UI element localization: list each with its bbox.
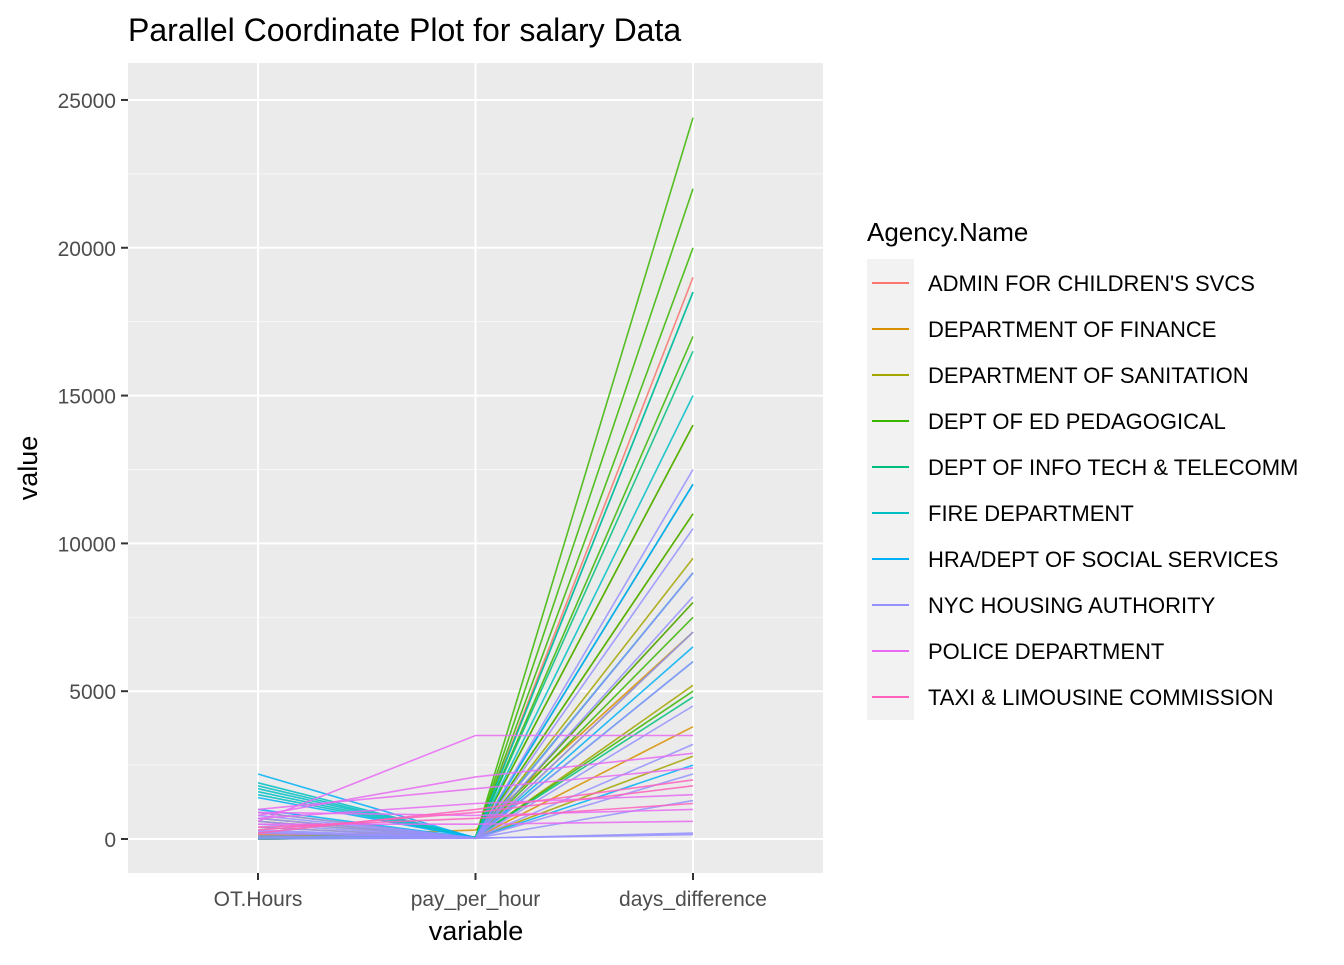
series-line: [257, 779, 694, 834]
legend-key-background: [867, 259, 914, 720]
x-tick-label: days_difference: [619, 888, 767, 911]
legend-label: POLICE DEPARTMENT: [928, 639, 1164, 664]
x-tick-label: pay_per_hour: [411, 888, 541, 911]
legend-label: ADMIN FOR CHILDREN'S SVCS: [928, 271, 1255, 296]
y-tick-label: 0: [104, 829, 116, 852]
legend-label: NYC HOUSING AUTHORITY: [928, 593, 1216, 618]
chart-title: Parallel Coordinate Plot for salary Data: [128, 12, 681, 48]
y-tick-label: 5000: [69, 681, 116, 704]
series-line: [257, 808, 694, 817]
legend-label: HRA/DEPT OF SOCIAL SERVICES: [928, 547, 1278, 572]
y-tick-label: 25000: [58, 90, 116, 113]
legend-label: DEPARTMENT OF SANITATION: [928, 363, 1249, 388]
x-axis-label: variable: [429, 916, 524, 946]
legend-title: Agency.Name: [867, 217, 1028, 247]
x-tick-label: OT.Hours: [214, 888, 303, 911]
y-tick-label: 15000: [58, 386, 116, 409]
series-line: [257, 734, 693, 823]
major-gridlines: [128, 63, 823, 873]
legend-label: TAXI & LIMOUSINE COMMISSION: [928, 685, 1274, 710]
y-tick-label: 20000: [58, 238, 116, 261]
series-lines: [257, 117, 694, 840]
series-line: [257, 802, 694, 828]
legend-label: DEPT OF ED PEDAGOGICAL: [928, 409, 1226, 434]
legend-items: ADMIN FOR CHILDREN'S SVCS DEPARTMENT OF F…: [872, 271, 1298, 710]
y-axis-label: value: [13, 436, 43, 501]
x-axis-ticks: OT.Hours pay_per_hour days_difference: [214, 873, 767, 911]
legend: Agency.Name ADMIN FOR CHILDREN'S SVCS DEP…: [867, 217, 1298, 720]
legend-label: DEPARTMENT OF FINANCE: [928, 317, 1216, 342]
y-tick-label: 10000: [58, 533, 116, 556]
legend-label: DEPT OF INFO TECH & TELECOMM: [928, 455, 1298, 480]
series-line: [257, 767, 694, 811]
y-axis-ticks: 0 5000 10000 15000 20000 25000: [58, 90, 128, 852]
legend-label: FIRE DEPARTMENT: [928, 501, 1134, 526]
